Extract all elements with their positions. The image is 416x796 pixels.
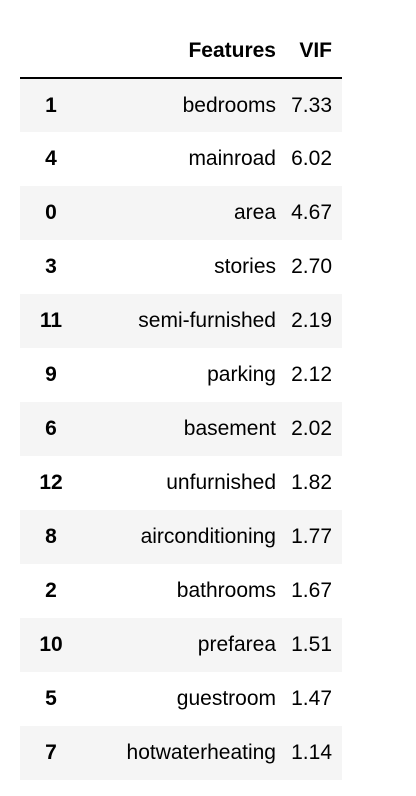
vif-cell: 7.33 (291, 93, 332, 117)
table-row: 10 prefarea 1.51 (20, 618, 342, 672)
table-header: Features VIF (20, 24, 342, 79)
vif-cell: 1.14 (291, 741, 332, 764)
table-row: 3 stories 2.70 (20, 240, 342, 294)
feature-cell: mainroad (188, 147, 276, 170)
vif-table: Features VIF 1 bedrooms 7.33 4 mainroad … (20, 24, 342, 780)
table-row: 7 hotwaterheating 1.14 (20, 726, 342, 780)
table-row: 8 airconditioning 1.77 (20, 510, 342, 564)
table-row: 1 bedrooms 7.33 (20, 78, 342, 132)
row-index: 10 (39, 633, 63, 656)
vif-cell: 1.82 (291, 471, 332, 494)
dataframe-output: Features VIF 1 bedrooms 7.33 4 mainroad … (20, 24, 342, 780)
feature-cell: bathrooms (176, 579, 276, 602)
vif-cell: 2.12 (291, 363, 332, 386)
vif-cell: 1.77 (291, 525, 332, 548)
feature-cell: prefarea (197, 633, 276, 656)
table-row: 6 basement 2.02 (20, 402, 342, 456)
vif-cell: 2.02 (291, 417, 332, 440)
table-body: 1 bedrooms 7.33 4 mainroad 6.02 0 area 4… (20, 78, 342, 780)
table-row: 0 area 4.67 (20, 186, 342, 240)
table-row: 11 semi-furnished 2.19 (20, 294, 342, 348)
header-row: Features VIF (20, 24, 342, 79)
feature-cell: unfurnished (166, 471, 276, 494)
row-index: 2 (45, 579, 57, 602)
table-row: 9 parking 2.12 (20, 348, 342, 402)
table-row: 5 guestroom 1.47 (20, 672, 342, 726)
row-index: 3 (45, 255, 57, 278)
row-index: 1 (45, 93, 57, 117)
feature-cell: parking (207, 363, 276, 386)
row-index: 6 (45, 417, 57, 440)
row-index: 9 (45, 363, 57, 386)
row-index: 8 (45, 525, 57, 548)
row-index: 7 (45, 741, 57, 764)
table-row: 12 unfurnished 1.82 (20, 456, 342, 510)
vif-cell: 1.47 (291, 687, 332, 710)
vif-cell: 1.67 (291, 579, 332, 602)
vif-cell: 4.67 (291, 201, 332, 224)
vif-cell: 6.02 (291, 147, 332, 170)
row-index: 0 (45, 201, 57, 224)
feature-cell: guestroom (176, 687, 276, 710)
table-row: 2 bathrooms 1.67 (20, 564, 342, 618)
row-index: 5 (45, 687, 57, 710)
vif-cell: 2.70 (291, 255, 332, 278)
row-index: 4 (45, 147, 57, 170)
feature-cell: airconditioning (140, 525, 276, 548)
feature-cell: hotwaterheating (126, 741, 276, 764)
feature-cell: semi-furnished (138, 309, 276, 332)
row-index: 12 (39, 471, 63, 494)
feature-cell: bedrooms (182, 93, 276, 117)
feature-cell: basement (183, 417, 276, 440)
vif-header: VIF (288, 24, 342, 79)
feature-cell: stories (214, 255, 276, 278)
vif-cell: 1.51 (291, 633, 332, 656)
row-index: 11 (39, 309, 63, 332)
table-row: 4 mainroad 6.02 (20, 132, 342, 186)
feature-cell: area (233, 201, 276, 224)
vif-cell: 2.19 (291, 309, 332, 332)
index-header (20, 24, 82, 79)
features-header: Features (82, 24, 288, 79)
